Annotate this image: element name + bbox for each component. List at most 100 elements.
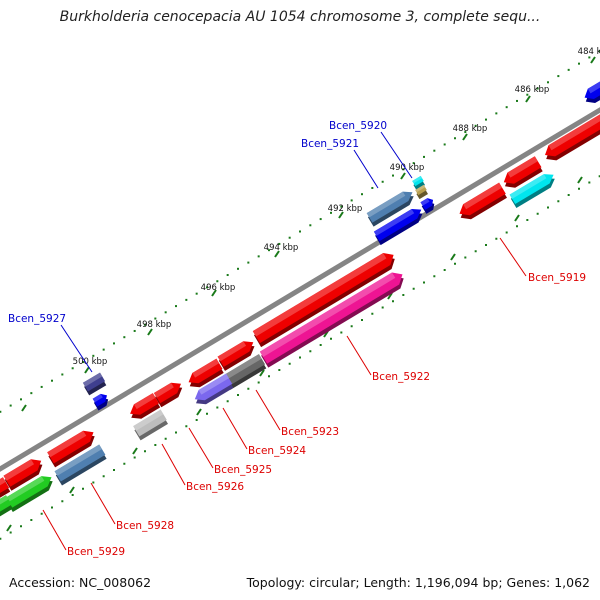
- tick-label: 498 kbp: [137, 320, 172, 330]
- scale-dot: [371, 186, 374, 189]
- tick-label: 490 kbp: [390, 163, 425, 173]
- scale-dot: [412, 162, 415, 165]
- gene-body: [259, 272, 403, 364]
- gene-label-bcen_5923[interactable]: Bcen_5923: [255, 389, 339, 438]
- gene-feature-gene-o[interactable]: [188, 358, 224, 388]
- gene-highlight: [587, 81, 600, 94]
- gene-feature-gene-s[interactable]: [133, 409, 168, 441]
- gene-highlight: [420, 198, 430, 206]
- gene-highlight: [0, 477, 6, 486]
- gene-feature-gene-l[interactable]: [259, 272, 404, 368]
- scale-dot: [526, 219, 529, 221]
- gene-highlight: [259, 272, 396, 357]
- gene-label-bcen_5921[interactable]: Bcen_5921: [301, 138, 379, 189]
- gene-labels: Bcen_5920 Bcen_5921 Bcen_5927 Bcen_5919 Bcen…: [8, 120, 586, 558]
- gene-feature-gene-r[interactable]: [130, 393, 161, 419]
- scale-tick: [274, 250, 280, 258]
- scale-dot: [371, 312, 374, 315]
- gene-feature-gene-b[interactable]: [545, 113, 600, 161]
- gene-feature-gene-z[interactable]: [0, 477, 11, 498]
- tick-label: 484 kbp: [578, 47, 600, 57]
- gene-highlight: [133, 393, 156, 410]
- gene-feature-gene-c[interactable]: [503, 156, 543, 188]
- scale-tick: [525, 95, 531, 103]
- scale-dot: [412, 287, 415, 290]
- gene-highlight: [412, 175, 423, 184]
- scale-dot: [557, 75, 560, 78]
- gene-label-bcen_5926[interactable]: Bcen_5926: [161, 443, 244, 493]
- scale-dot: [309, 224, 312, 227]
- scale-tick: [387, 292, 393, 300]
- scale-dot: [495, 112, 498, 115]
- scale-dot: [319, 344, 322, 346]
- gene-label-text: Bcen_5928: [116, 520, 174, 532]
- scale-dot: [61, 373, 64, 376]
- gene-highlight: [47, 430, 87, 458]
- gene-feature-gene-t[interactable]: [82, 372, 107, 396]
- gene-feature-gene-j[interactable]: [373, 209, 423, 246]
- tick-label: 492 kbp: [328, 204, 363, 214]
- gene-feature-gene-d[interactable]: [459, 182, 508, 220]
- gene-feature-gene-x[interactable]: [3, 459, 43, 491]
- gene-feature-gene-m[interactable]: [217, 341, 255, 371]
- gene-label-bcen_5927[interactable]: Bcen_5927: [8, 313, 93, 373]
- scale-dot: [226, 400, 229, 403]
- scale-dot: [40, 512, 43, 515]
- gene-feature-gene-i[interactable]: [420, 198, 435, 214]
- gene-label-text: Bcen_5922: [372, 371, 430, 383]
- leader-line: [222, 407, 248, 450]
- gene-feature-gene-w[interactable]: [54, 444, 107, 486]
- gene-highlight: [82, 372, 103, 387]
- tick-label: 496 kbp: [201, 283, 236, 293]
- scale-dot: [206, 286, 208, 289]
- scale-dot: [588, 181, 591, 184]
- gene-highlight: [192, 358, 220, 378]
- leader-line: [60, 324, 93, 373]
- scale-tick: [21, 404, 27, 412]
- gene-label-bcen_5920[interactable]: Bcen_5920: [329, 120, 413, 179]
- sequence-summary: Topology: circular; Length: 1,196,094 bp…: [246, 575, 590, 590]
- scale-dot: [123, 462, 126, 465]
- gene-feature-gene-y[interactable]: [5, 476, 53, 512]
- scale-dot: [598, 50, 600, 53]
- gene-label-bcen_5925[interactable]: Bcen_5925: [188, 427, 272, 476]
- gene-body: [366, 191, 413, 223]
- gene-label-bcen_5929[interactable]: Bcen_5929: [42, 509, 125, 558]
- gene-highlight: [153, 382, 174, 398]
- gene-label-bcen_5922[interactable]: Bcen_5922: [346, 335, 430, 383]
- gene-feature-gene-g[interactable]: [415, 184, 428, 200]
- leader-line: [90, 482, 116, 525]
- scale-dot: [30, 392, 33, 395]
- gene-highlight: [463, 182, 503, 210]
- gene-label-bcen_5919[interactable]: Bcen_5919: [499, 237, 586, 284]
- leader-line: [161, 443, 186, 486]
- gene-feature-gene-q[interactable]: [153, 382, 183, 408]
- gene-feature-gene-k[interactable]: [252, 253, 395, 348]
- leader-line: [346, 335, 372, 376]
- gene-feature-gene-v[interactable]: [47, 430, 95, 468]
- gene-label-bcen_5924[interactable]: Bcen_5924: [222, 407, 306, 457]
- gene-feature-gene-e[interactable]: [509, 174, 555, 208]
- gene-feature-gene-p[interactable]: [194, 373, 234, 405]
- scale-dot: [133, 456, 136, 459]
- gene-label-bcen_5928[interactable]: Bcen_5928: [90, 482, 174, 532]
- accession-text: Accession: NC_008062: [9, 575, 152, 590]
- leader-line: [380, 131, 413, 179]
- scale-dot: [299, 356, 301, 359]
- scale-dot: [82, 361, 84, 364]
- scale-dot: [257, 381, 260, 384]
- gene-feature-gene-aa[interactable]: [0, 495, 13, 517]
- gene-highlight: [0, 495, 9, 505]
- scale-dot: [474, 250, 477, 253]
- gene-feature-gene-a[interactable]: [584, 81, 600, 103]
- scale-dot: [268, 375, 270, 378]
- gene-feature-gene-u[interactable]: [92, 393, 109, 411]
- scale-tick: [196, 408, 202, 416]
- scale-dot: [247, 387, 250, 390]
- scale-dot: [381, 180, 384, 183]
- gene-feature-gene-f[interactable]: [412, 175, 425, 191]
- gene-feature-gene-n[interactable]: [222, 354, 267, 390]
- scale-dot: [0, 410, 2, 413]
- gene-feature-gene-h[interactable]: [366, 191, 414, 227]
